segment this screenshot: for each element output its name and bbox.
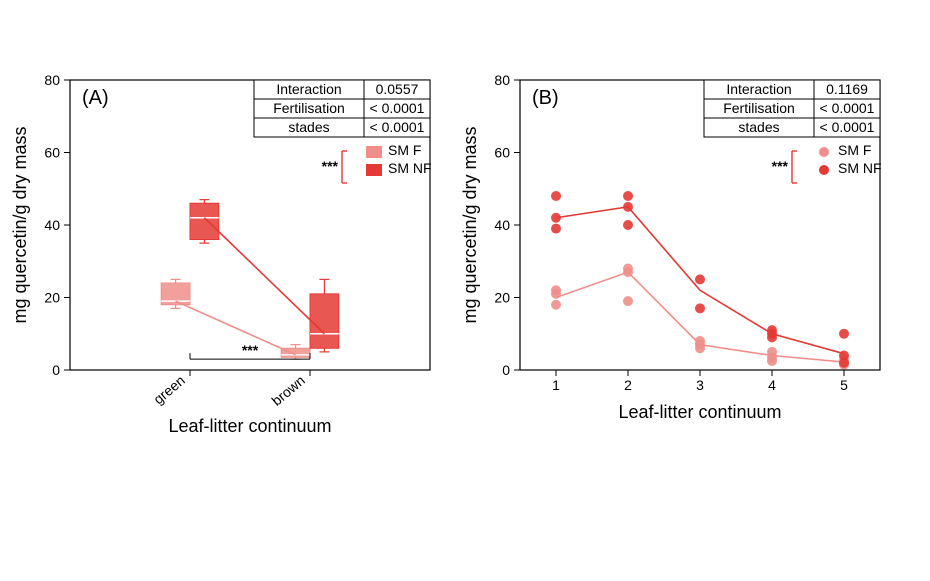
legend-label: SM F — [388, 142, 421, 158]
x-axis-label: Leaf-litter continuum — [168, 416, 331, 436]
data-point — [623, 191, 633, 201]
data-point — [767, 347, 777, 357]
stats-row-label: Fertilisation — [723, 100, 795, 116]
stats-row-value: < 0.0001 — [370, 119, 425, 135]
legend-label: SM NF — [388, 160, 432, 176]
ytick-label: 80 — [494, 72, 510, 88]
series-SM_NF — [190, 200, 339, 352]
stage-sig-text: *** — [242, 342, 259, 358]
xtick-label: 2 — [624, 377, 632, 393]
legend-marker — [819, 165, 829, 175]
legend-swatch — [366, 164, 382, 176]
stats-row-label: Interaction — [726, 81, 791, 97]
stats-row-value: < 0.0001 — [820, 119, 875, 135]
xtick-label: 3 — [696, 377, 704, 393]
legend-swatch — [366, 146, 382, 158]
y-axis-label: mg quercetin/g dry mass — [460, 126, 480, 323]
series-SM_F — [161, 279, 310, 359]
data-point — [767, 325, 777, 335]
stats-row-value: < 0.0001 — [820, 100, 875, 116]
data-point — [839, 351, 849, 361]
legend-marker — [819, 147, 829, 157]
ytick-label: 60 — [494, 145, 510, 161]
legend-sig: *** — [322, 158, 339, 174]
legend: *** SM F SM NF — [772, 142, 882, 183]
data-point — [551, 213, 561, 223]
data-point — [695, 303, 705, 313]
xtick-label: 5 — [840, 377, 848, 393]
data-point — [551, 191, 561, 201]
data-point — [623, 264, 633, 274]
ytick-label: 0 — [52, 362, 60, 378]
ytick-label: 80 — [44, 72, 60, 88]
ytick-label: 40 — [494, 217, 510, 233]
panel-tag: (B) — [532, 87, 559, 109]
xtick-label: 1 — [552, 377, 560, 393]
figure-stage: 020406080mg quercetin/g dry mass(A)green… — [0, 0, 930, 576]
data-point — [551, 224, 561, 234]
stats-row-value: < 0.0001 — [370, 100, 425, 116]
legend-label: SM NF — [838, 160, 882, 176]
ytick-label: 0 — [502, 362, 510, 378]
data-point — [623, 296, 633, 306]
stats-row-label: stades — [738, 119, 779, 135]
data-point — [551, 285, 561, 295]
ytick-label: 40 — [44, 217, 60, 233]
stats-row-value: 0.0557 — [376, 81, 419, 97]
figure-svg: 020406080mg quercetin/g dry mass(A)green… — [0, 0, 930, 576]
stats-row-label: stades — [288, 119, 329, 135]
y-axis-label: mg quercetin/g dry mass — [10, 126, 30, 323]
xtick-label: 4 — [768, 377, 776, 393]
x-axis-label: Leaf-litter continuum — [618, 402, 781, 422]
data-point — [623, 220, 633, 230]
legend-sig: *** — [772, 158, 789, 174]
data-point — [695, 274, 705, 284]
legend: *** SM F SM NF — [322, 142, 432, 183]
stats-table: Interaction 0.0557 Fertilisation < 0.0001 st… — [254, 80, 430, 137]
xtick-label: green — [150, 372, 188, 407]
data-point — [695, 336, 705, 346]
stats-row-label: Fertilisation — [273, 100, 345, 116]
data-point — [623, 202, 633, 212]
data-point — [839, 329, 849, 339]
data-point — [551, 300, 561, 310]
stats-row-label: Interaction — [276, 81, 341, 97]
ytick-label: 20 — [44, 290, 60, 306]
legend-label: SM F — [838, 142, 871, 158]
stats-row-value: 0.1169 — [826, 81, 868, 97]
stats-table: Interaction 0.1169 Fertilisation < 0.0001 st… — [704, 80, 880, 137]
panel-tag: (A) — [82, 87, 109, 109]
xtick-label: brown — [268, 372, 308, 409]
ytick-label: 60 — [44, 145, 60, 161]
ytick-label: 20 — [494, 290, 510, 306]
